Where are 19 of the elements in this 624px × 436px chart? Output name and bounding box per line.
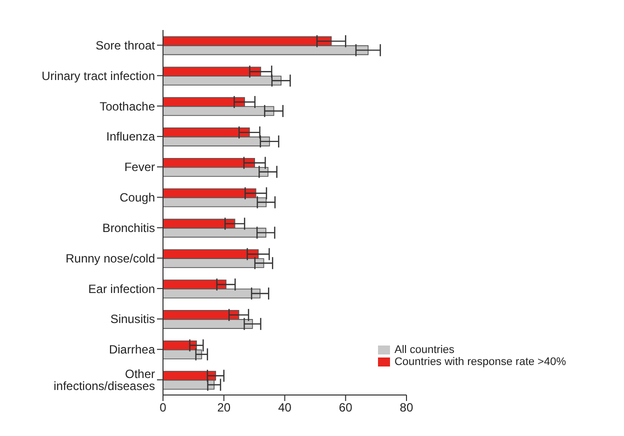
x-tick-label: 0 (160, 400, 167, 415)
y-tick-label: Other infections/diseases (54, 367, 155, 394)
y-tick-label: Influenza (106, 130, 156, 144)
legend-label: All countries (394, 344, 454, 356)
y-tick-label: Diarrhea (108, 342, 156, 357)
x-tick-label: 40 (278, 400, 292, 415)
legend-label: Countries with response rate >40% (394, 356, 566, 368)
y-tick-label: Ear infection (88, 282, 155, 296)
y-tick-label: Runny nose/cold (66, 251, 155, 266)
x-tick-label: 60 (338, 400, 353, 415)
y-tick-label: Toothache (100, 99, 156, 114)
y-tick-label: Fever (124, 160, 155, 174)
y-tick-label: Sore throat (96, 38, 156, 52)
x-tick-label: 20 (217, 400, 231, 415)
y-tick-label: Urinary tract infection (42, 68, 155, 83)
y-tick-label: Cough (120, 190, 155, 205)
y-tick-label: Sinusitis (110, 312, 155, 326)
y-tick-label: Bronchitis (102, 220, 155, 235)
x-tick-label: 80 (400, 400, 414, 415)
